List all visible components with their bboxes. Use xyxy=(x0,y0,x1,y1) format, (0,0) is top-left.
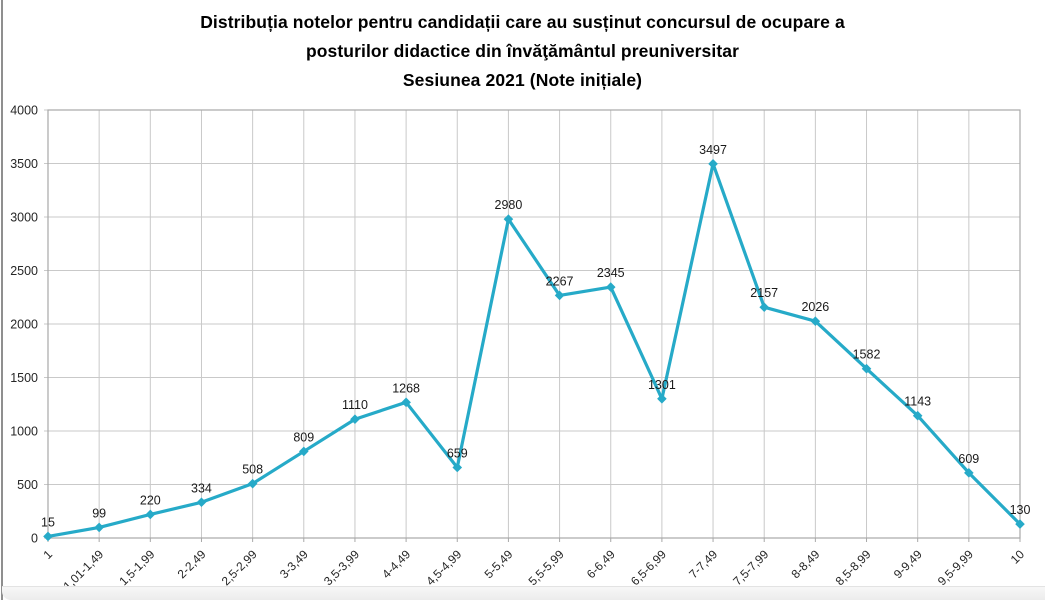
data-point-label: 2267 xyxy=(546,274,574,288)
data-point-label: 1268 xyxy=(392,381,420,395)
chart-title-line-1: Distribuția notelor pentru candidații ca… xyxy=(200,12,845,32)
x-axis-tick-label: 1,5-1,99 xyxy=(116,547,157,588)
y-axis-tick-label: 3500 xyxy=(10,157,38,171)
window-left-border xyxy=(1,0,3,600)
y-axis-tick-label: 2000 xyxy=(10,318,38,332)
data-point-marker xyxy=(554,290,565,301)
data-point-label: 809 xyxy=(293,430,314,444)
data-point-marker xyxy=(196,497,207,508)
series-line xyxy=(46,162,1022,538)
x-axis-tick-label: 3-3,49 xyxy=(277,547,311,581)
x-axis-tick-label: 10 xyxy=(1008,547,1028,567)
data-point-marker xyxy=(912,410,923,421)
chart-title-line-2: posturilor didactice din învăţământul pr… xyxy=(305,41,740,61)
chart-title: Distribuția notelor pentru candidații ca… xyxy=(0,8,1045,95)
x-axis-tick-label: 2-2,49 xyxy=(175,547,209,581)
x-axis-tick-label: 4,5-4,99 xyxy=(423,547,464,588)
data-point-marker xyxy=(759,302,770,313)
data-point-label: 609 xyxy=(958,452,979,466)
data-point-marker xyxy=(1015,519,1025,529)
data-point-marker xyxy=(298,446,309,457)
data-point-label: 130 xyxy=(1010,503,1031,517)
chart-title-line-3: Sesiunea 2021 (Note inițiale) xyxy=(402,70,643,90)
data-point-marker xyxy=(247,478,258,489)
x-axis-tick-label: 6,5-6,99 xyxy=(628,547,669,588)
data-point-marker xyxy=(94,522,104,533)
data-point-marker xyxy=(43,531,53,542)
y-axis-tick-label: 500 xyxy=(17,478,38,492)
data-point-label: 1301 xyxy=(648,378,676,392)
data-point-label: 99 xyxy=(92,506,106,520)
data-point-marker xyxy=(145,509,156,520)
data-point-marker xyxy=(810,316,821,327)
x-axis-tick-label: 6-6,49 xyxy=(584,547,618,581)
data-point-marker xyxy=(605,282,616,292)
y-axis-tick-label: 1000 xyxy=(10,425,38,439)
x-axis-tick-label: 8-8,49 xyxy=(789,547,823,581)
data-point-marker xyxy=(861,363,872,374)
data-point-label: 1582 xyxy=(853,348,881,362)
data-point-marker xyxy=(708,159,718,169)
data-point-label: 1110 xyxy=(342,398,368,412)
x-axis-tick-label: 3,5-3,99 xyxy=(321,547,362,588)
data-point-marker xyxy=(401,397,411,408)
data-point-label: 220 xyxy=(140,493,161,507)
data-point-marker xyxy=(503,214,514,224)
data-point-label: 2345 xyxy=(597,266,625,280)
data-point-label: 15 xyxy=(41,515,55,529)
x-axis-tick-label: 5,5-5,99 xyxy=(526,547,567,588)
y-axis-tick-label: 4000 xyxy=(10,104,38,118)
y-axis-tick-label: 2500 xyxy=(10,264,38,278)
data-point-label: 2026 xyxy=(801,300,829,314)
data-point-label: 334 xyxy=(191,481,212,495)
plot-area-border xyxy=(47,109,1021,539)
data-point-label: 1143 xyxy=(904,395,931,409)
data-point-marker xyxy=(452,462,463,473)
y-axis-tick-label: 0 xyxy=(31,532,38,546)
x-axis-tick-label: 2,5-2,99 xyxy=(219,547,260,588)
data-point-marker xyxy=(657,393,667,404)
data-point-label: 2980 xyxy=(495,198,523,212)
data-point-marker xyxy=(964,468,974,478)
x-axis-tick-label: 8,5-8,99 xyxy=(833,547,874,588)
x-axis-tick-label: 1 xyxy=(40,547,55,562)
data-point-label: 2157 xyxy=(750,286,778,300)
x-axis-tick-label: 7,5-7,99 xyxy=(730,547,771,588)
data-point-label: 659 xyxy=(447,446,468,460)
x-axis-tick-label: 7-7,49 xyxy=(686,547,720,581)
data-point-label: 508 xyxy=(242,463,263,477)
y-axis-tick-label: 1500 xyxy=(10,371,38,385)
y-axis-tick-label: 3000 xyxy=(10,211,38,225)
window-bottom-edge xyxy=(2,586,1045,600)
x-axis-tick-label: 5-5,49 xyxy=(482,547,516,581)
data-point-label: 3497 xyxy=(699,143,727,157)
x-axis-tick-label: 9,5-9,99 xyxy=(935,547,976,588)
x-axis-tick-label: 4-4,49 xyxy=(379,547,413,581)
data-point-marker xyxy=(350,414,360,425)
x-axis-tick-label: 9-9,49 xyxy=(891,547,925,581)
